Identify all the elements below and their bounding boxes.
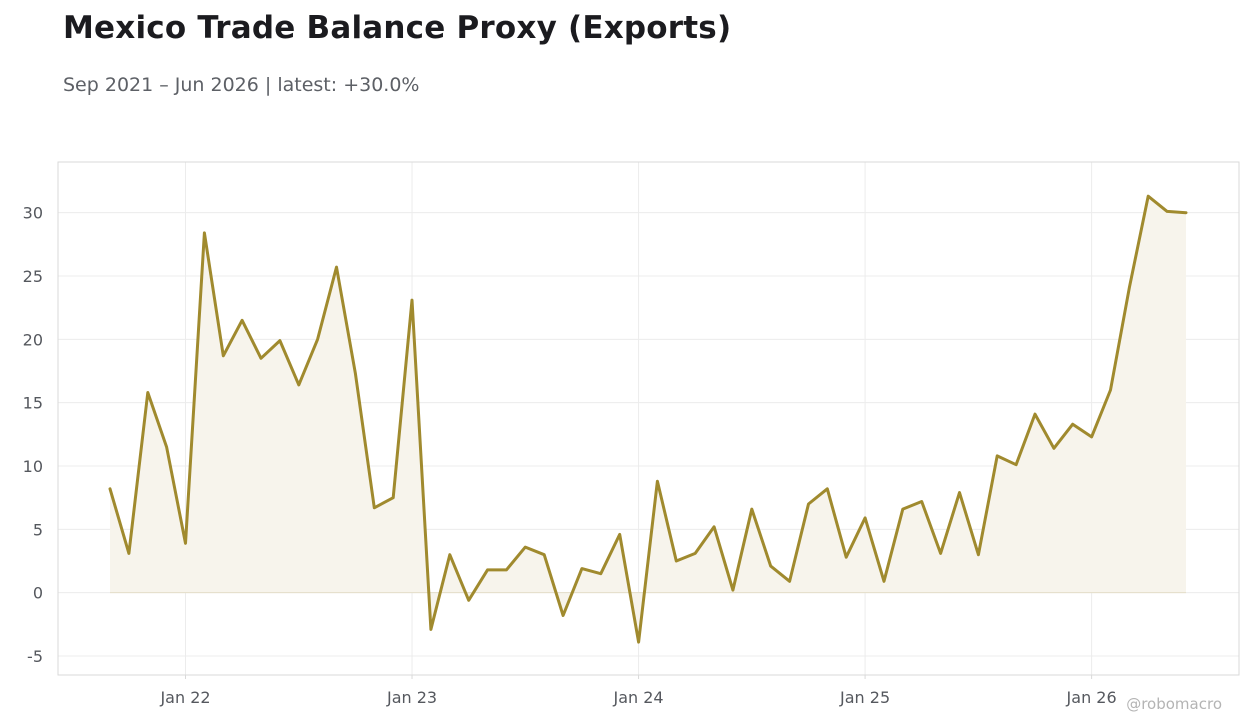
series-line: [108, 194, 1188, 644]
y-tick-label: 25: [23, 267, 43, 286]
data-point: [920, 500, 924, 504]
data-point: [655, 479, 659, 483]
y-tick-label: 15: [23, 394, 43, 413]
watermark: @robomacro: [1126, 695, 1222, 713]
data-point: [429, 627, 433, 631]
data-point: [1071, 422, 1075, 426]
data-point: [976, 553, 980, 557]
data-point: [316, 337, 320, 341]
y-axis-ticks: -5 0 5 10 15 20 25 30: [23, 204, 43, 666]
y-tick-label: -5: [27, 647, 43, 666]
data-point: [901, 507, 905, 511]
data-point: [391, 496, 395, 500]
data-point: [221, 354, 225, 358]
data-point: [1052, 446, 1056, 450]
y-tick-label: 20: [23, 330, 43, 349]
data-point: [1109, 388, 1113, 392]
x-tick-label: Jan 24: [613, 688, 664, 707]
data-point: [939, 551, 943, 555]
data-point: [410, 298, 414, 302]
data-point: [1146, 194, 1150, 198]
data-point: [731, 588, 735, 592]
data-point: [335, 265, 339, 269]
data-point: [769, 564, 773, 568]
data-point: [184, 541, 188, 545]
data-point: [1165, 209, 1169, 213]
data-point: [165, 445, 169, 449]
data-point: [108, 487, 112, 491]
data-point: [580, 567, 584, 571]
data-point: [523, 545, 527, 549]
data-point: [448, 553, 452, 557]
data-point: [1184, 211, 1188, 215]
y-tick-label: 5: [33, 520, 43, 539]
data-point: [693, 551, 697, 555]
data-point: [1127, 285, 1131, 289]
data-point: [259, 356, 263, 360]
data-point: [712, 525, 716, 529]
x-tick-label: Jan 26: [1066, 688, 1117, 707]
y-tick-label: 30: [23, 204, 43, 223]
data-point: [788, 579, 792, 583]
data-point: [353, 372, 357, 376]
data-point: [1014, 463, 1018, 467]
data-point: [278, 339, 282, 343]
data-point: [372, 506, 376, 510]
plot-frame: [57, 161, 1240, 676]
data-point: [674, 559, 678, 563]
data-point: [825, 487, 829, 491]
x-axis-ticks: Jan 22 Jan 23 Jan 24 Jan 25 Jan 26: [159, 675, 1117, 707]
chart-subtitle: Sep 2021 – Jun 2026 | latest: +30.0%: [63, 74, 420, 96]
data-point: [750, 507, 754, 511]
data-point: [561, 614, 565, 618]
data-point: [882, 579, 886, 583]
data-point: [844, 555, 848, 559]
data-point: [127, 551, 131, 555]
data-point: [146, 391, 150, 395]
data-point: [297, 383, 301, 387]
data-point: [240, 318, 244, 322]
data-point: [995, 454, 999, 458]
data-point: [618, 532, 622, 536]
data-point: [863, 516, 867, 520]
data-point: [486, 568, 490, 572]
data-point: [504, 568, 508, 572]
x-tick-label: Jan 25: [839, 688, 890, 707]
data-point: [599, 572, 603, 576]
data-point: [637, 640, 641, 644]
data-point: [467, 598, 471, 602]
data-point: [202, 231, 206, 235]
y-tick-label: 0: [33, 584, 43, 603]
area-fill: [110, 196, 1186, 643]
data-point: [542, 553, 546, 557]
x-tick-label: Jan 22: [159, 688, 210, 707]
x-tick-label: Jan 23: [386, 688, 437, 707]
chart-title: Mexico Trade Balance Proxy (Exports): [63, 10, 732, 46]
data-point: [1033, 412, 1037, 416]
data-point: [958, 491, 962, 495]
y-tick-label: 10: [23, 457, 43, 476]
data-point: [1090, 435, 1094, 439]
data-point: [807, 502, 811, 506]
